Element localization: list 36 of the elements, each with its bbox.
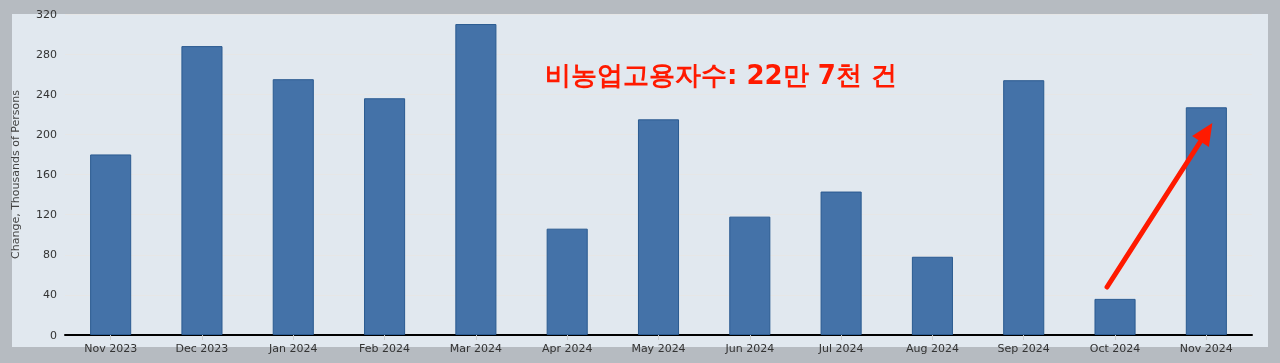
bar <box>455 24 497 335</box>
bar <box>546 228 588 335</box>
bar <box>729 216 771 335</box>
x-tick-label: Sep 2024 <box>997 342 1050 355</box>
x-tick-label: May 2024 <box>631 342 686 355</box>
bar <box>181 46 223 335</box>
bar <box>911 256 953 335</box>
y-tick-label: 240 <box>36 87 57 101</box>
x-tick-label: Aug 2024 <box>905 342 959 355</box>
y-tick-label: 40 <box>43 288 57 302</box>
x-tick-label: Nov 2024 <box>1179 342 1233 355</box>
x-tick-label: Jan 2024 <box>268 342 318 355</box>
y-axis-title: Change, Thousands of Persons <box>9 89 22 259</box>
y-tick-label: 160 <box>36 168 57 181</box>
x-tick-label: Oct 2024 <box>1089 342 1141 355</box>
x-tick-label: Mar 2024 <box>449 342 503 355</box>
x-tick-label: Jun 2024 <box>724 342 775 355</box>
x-tick-label: Apr 2024 <box>541 342 593 355</box>
x-tick-label: Jul 2024 <box>817 342 864 355</box>
y-tick-label: 80 <box>43 248 57 262</box>
y-tick-label: 0 <box>50 328 57 342</box>
bar <box>364 98 406 335</box>
x-tick-label: Nov 2023 <box>84 342 138 355</box>
x-tick-label: Dec 2023 <box>175 342 229 355</box>
bar <box>820 191 862 335</box>
bar <box>272 79 314 335</box>
y-tick-label: 200 <box>36 127 57 141</box>
bar <box>1003 80 1045 335</box>
y-tick-label: 120 <box>36 208 57 222</box>
x-tick-label: Feb 2024 <box>359 342 411 355</box>
annotation: 비농업고용자수: 22만 7천 건 <box>545 60 897 90</box>
bar <box>1094 298 1136 335</box>
bar <box>637 119 680 335</box>
bar <box>90 154 132 335</box>
y-tick-label: 320 <box>36 7 57 21</box>
y-tick-label: 280 <box>36 47 57 61</box>
